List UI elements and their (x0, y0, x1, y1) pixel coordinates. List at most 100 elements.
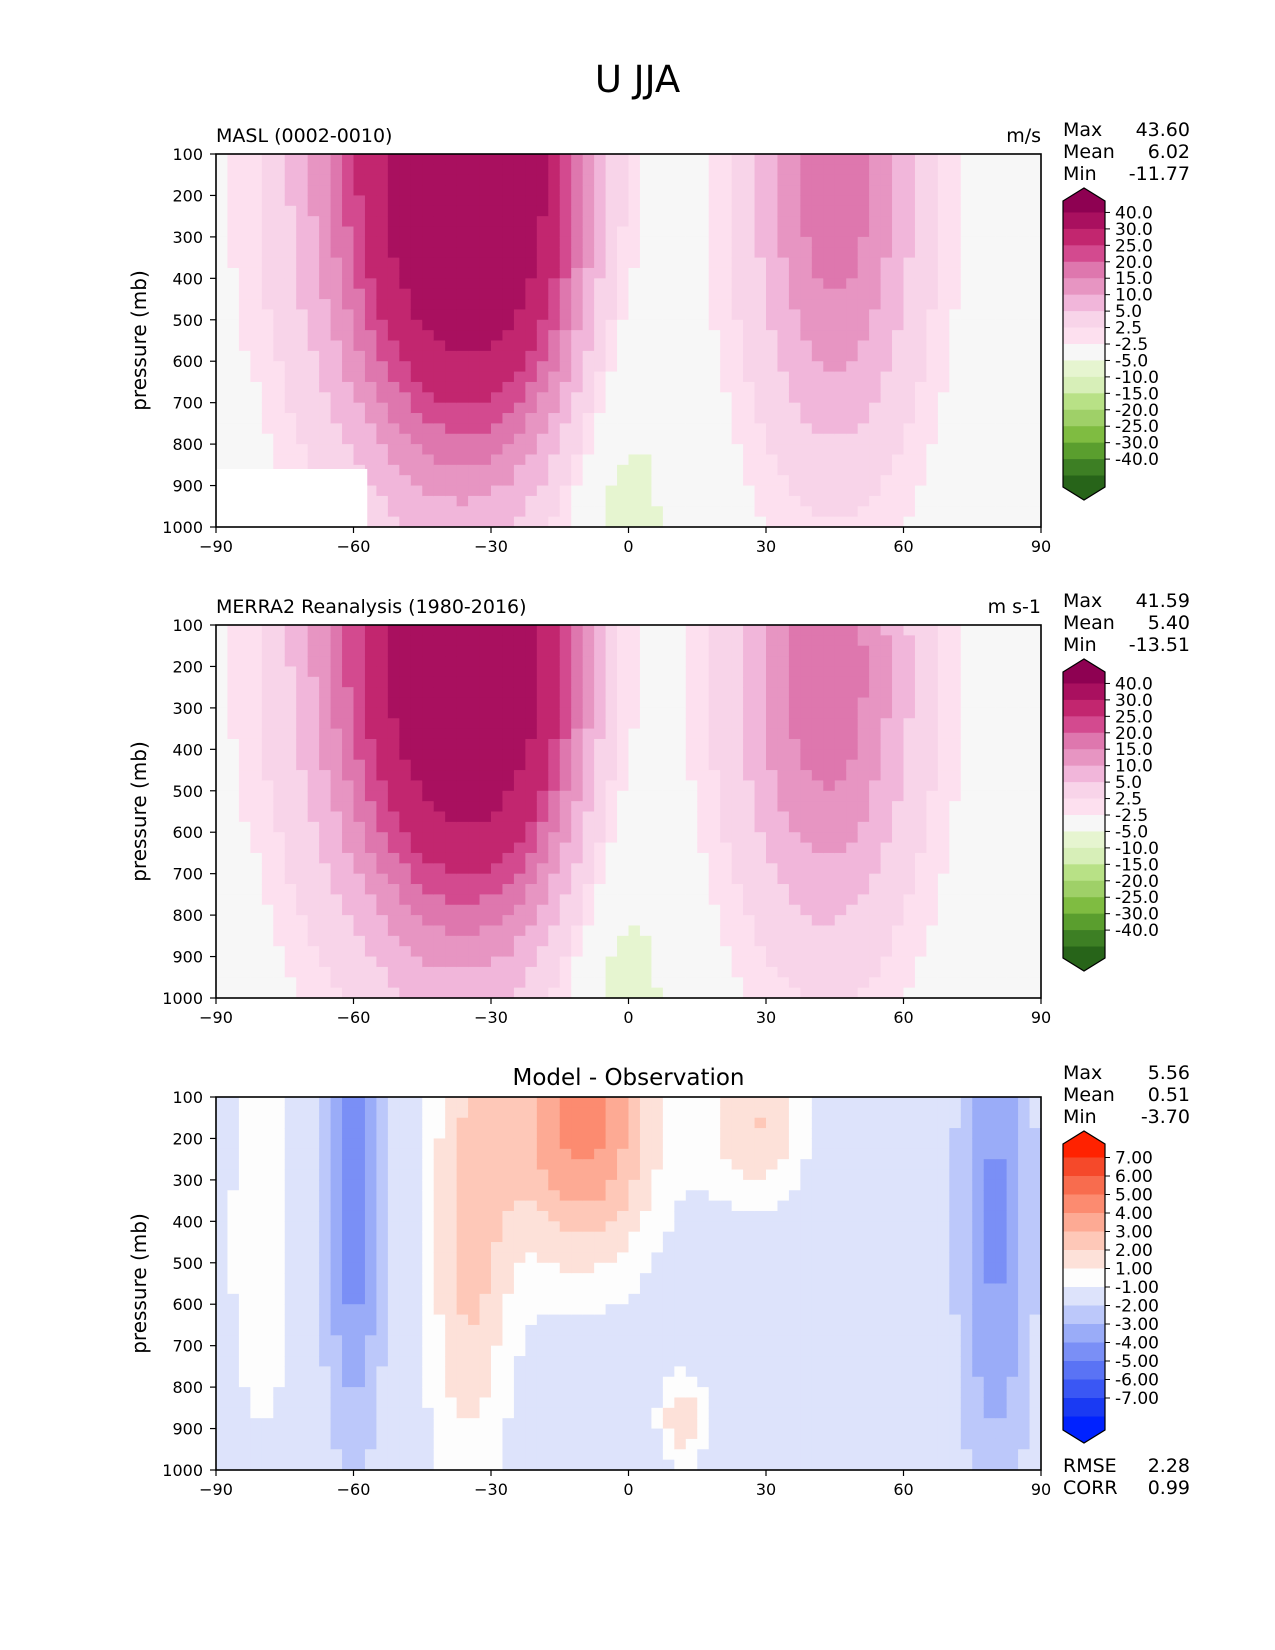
x-tick-label: 90 (1031, 537, 1051, 556)
colorbar-extend-top (1063, 1131, 1105, 1158)
colorbar-swatch (1063, 1213, 1105, 1232)
y-tick-label: 900 (172, 948, 203, 967)
colorbar-swatch (1063, 1324, 1105, 1343)
colorbar-label: -2.5 (1115, 335, 1148, 355)
colorbar-label: -15.0 (1115, 384, 1159, 404)
colorbar-swatch (1063, 798, 1105, 816)
colorbar-label: -6.00 (1115, 1371, 1159, 1391)
colorbar-swatch (1063, 831, 1105, 849)
colorbar-swatch (1063, 376, 1105, 394)
y-axis-label: pressure (mb) (127, 1213, 151, 1354)
y-tick-label: 300 (172, 699, 203, 718)
y-tick-label: 900 (172, 477, 203, 496)
colorbar-label: 6.00 (1115, 1167, 1153, 1187)
x-tick-label: 60 (893, 1008, 913, 1027)
panel-title-left: MASL (0002-0010) (216, 125, 392, 147)
y-tick-label: 600 (172, 1295, 203, 1314)
colorbar-swatch (1063, 1157, 1105, 1177)
x-tick-label: 60 (893, 537, 913, 556)
colorbar-label: 30.0 (1115, 220, 1153, 240)
colorbar-label: -10.0 (1115, 368, 1159, 388)
stat-value: 5.56 (1148, 1062, 1190, 1084)
y-tick-label: 1000 (162, 1461, 203, 1480)
stat-label: Mean (1063, 1084, 1115, 1106)
colorbar-extend-bottom (1063, 946, 1105, 971)
stat-value: -3.70 (1141, 1106, 1190, 1128)
contour-fill (216, 1097, 1042, 1471)
panel-bottom: −90 −60 −30 0 30 60 90 100 200 300 400 500 600 700 800… (127, 1062, 1190, 1499)
colorbar-swatch (1063, 344, 1105, 361)
stat-value: 6.02 (1148, 141, 1190, 163)
stat-value: -13.51 (1129, 634, 1190, 656)
colorbar-label: -30.0 (1115, 905, 1159, 925)
x-tick-label: 30 (756, 1480, 776, 1499)
stat-label: Min (1063, 634, 1097, 656)
colorbar-swatch (1063, 1361, 1105, 1380)
x-tick-label: −90 (199, 537, 233, 556)
y-tick-label: 200 (172, 1129, 203, 1148)
y-tick-label: 100 (172, 616, 203, 635)
y-tick-label: 700 (172, 394, 203, 413)
contour-fill (216, 625, 1042, 999)
colorbar-label: 10.0 (1115, 757, 1153, 777)
colorbar-label: -20.0 (1115, 872, 1159, 892)
stat-value: 5.40 (1148, 612, 1190, 634)
footer-stat-value: 0.99 (1148, 1477, 1190, 1499)
colorbar-label: 25.0 (1115, 236, 1153, 256)
colorbar-label: 2.5 (1115, 790, 1142, 810)
colorbar-swatch (1063, 815, 1105, 832)
panel-units: m/s (1006, 125, 1041, 147)
x-tick-label: 30 (756, 1008, 776, 1027)
colorbar-swatch (1063, 1342, 1105, 1362)
colorbar-swatch (1063, 864, 1105, 882)
x-tick-label: −60 (337, 537, 371, 556)
x-tick-label: 0 (623, 1008, 633, 1027)
y-axis-label: pressure (mb) (127, 741, 151, 882)
x-tick-label: 30 (756, 537, 776, 556)
colorbar: 7.006.005.004.003.002.001.00-1.00-2.00-3… (1062, 1130, 1159, 1444)
colorbar-swatch (1063, 699, 1105, 717)
colorbar-swatch (1063, 261, 1105, 279)
colorbar-label: 25.0 (1115, 707, 1153, 727)
contour-fill (216, 154, 1042, 528)
colorbar-swatch (1063, 1305, 1105, 1325)
panel-top: −90 −60 −30 0 30 60 90 100 200 300 400 500 600 700 800… (127, 119, 1190, 556)
colorbar-label: -25.0 (1115, 888, 1159, 908)
y-tick-label: 400 (172, 269, 203, 288)
colorbar-label: -20.0 (1115, 401, 1159, 421)
panel-title-left: MERRA2 Reanalysis (1980-2016) (216, 596, 527, 618)
y-tick-label: 500 (172, 311, 203, 330)
colorbar-extend-top (1063, 188, 1105, 213)
footer-stat-label: RMSE (1063, 1455, 1117, 1477)
colorbar-swatch (1063, 683, 1105, 701)
y-tick-label: 500 (172, 782, 203, 801)
x-tick-label: 0 (623, 537, 633, 556)
footer-stat-label: CORR (1063, 1477, 1118, 1499)
colorbar-swatch (1063, 278, 1105, 296)
colorbar-label: -1.00 (1115, 1278, 1159, 1298)
colorbar-swatch (1063, 1287, 1105, 1306)
colorbar-label: 5.00 (1115, 1186, 1153, 1206)
colorbar-swatch (1063, 880, 1105, 898)
y-tick-label: 800 (172, 1378, 203, 1397)
y-tick-label: 800 (172, 435, 203, 454)
colorbar: 40.030.025.020.015.010.05.02.5-2.5-5.0-1… (1062, 187, 1159, 501)
y-tick-label: 700 (172, 865, 203, 884)
stat-value: 0.51 (1148, 1084, 1190, 1106)
y-tick-label: 600 (172, 352, 203, 371)
colorbar-swatch (1063, 1194, 1105, 1214)
y-tick-label: 300 (172, 1171, 203, 1190)
stat-value: -11.77 (1129, 163, 1190, 185)
y-tick-label: 1000 (162, 518, 203, 537)
colorbar-swatch (1063, 459, 1105, 476)
x-tick-label: −90 (199, 1480, 233, 1499)
stat-label: Max (1063, 119, 1102, 141)
footer-stat-value: 2.28 (1148, 1455, 1190, 1477)
y-axis-label: pressure (mb) (127, 270, 151, 411)
colorbar-swatch (1063, 716, 1105, 734)
colorbar-label: -25.0 (1115, 417, 1159, 437)
panel-units: m s-1 (988, 596, 1041, 618)
x-tick-label: −90 (199, 1008, 233, 1027)
